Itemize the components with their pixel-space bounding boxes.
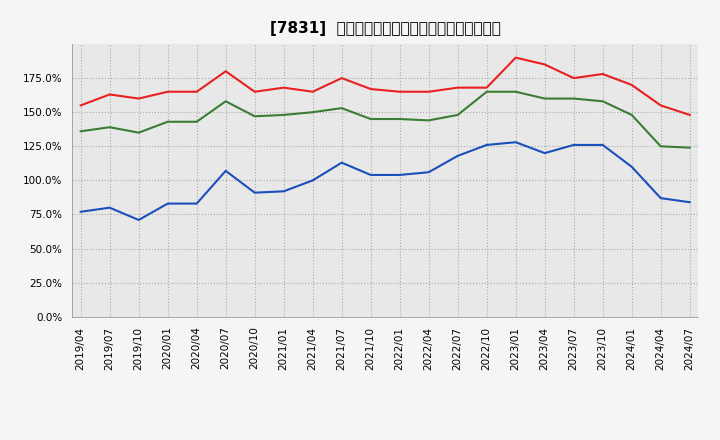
流動比率 bbox=[627, 82, 636, 88]
当座比率 bbox=[251, 114, 259, 119]
流動比率 bbox=[76, 103, 85, 108]
流動比率 bbox=[424, 89, 433, 94]
流動比率 bbox=[570, 76, 578, 81]
当座比率 bbox=[338, 106, 346, 111]
Title: [7831]  流動比率、当座比率、現預金比率の推移: [7831] 流動比率、当座比率、現預金比率の推移 bbox=[270, 21, 500, 36]
流動比率 bbox=[251, 89, 259, 94]
現預金比率 bbox=[570, 142, 578, 147]
現預金比率 bbox=[308, 178, 317, 183]
流動比率 bbox=[598, 71, 607, 77]
現預金比率 bbox=[424, 169, 433, 175]
現預金比率 bbox=[395, 172, 404, 178]
現預金比率 bbox=[76, 209, 85, 214]
現預金比率 bbox=[192, 201, 201, 206]
当座比率 bbox=[570, 96, 578, 101]
当座比率 bbox=[424, 118, 433, 123]
現預金比率 bbox=[657, 195, 665, 201]
当座比率 bbox=[482, 89, 491, 94]
当座比率 bbox=[454, 112, 462, 117]
流動比率 bbox=[308, 89, 317, 94]
現預金比率 bbox=[135, 217, 143, 223]
流動比率 bbox=[366, 86, 375, 92]
現預金比率 bbox=[366, 172, 375, 178]
現預金比率 bbox=[105, 205, 114, 210]
当座比率 bbox=[308, 110, 317, 115]
現預金比率 bbox=[598, 142, 607, 147]
Legend: 流動比率, 当座比率, 現預金比率: 流動比率, 当座比率, 現預金比率 bbox=[251, 438, 521, 440]
流動比率 bbox=[482, 85, 491, 90]
流動比率 bbox=[685, 112, 694, 117]
当座比率 bbox=[163, 119, 172, 125]
流動比率 bbox=[338, 76, 346, 81]
流動比率 bbox=[279, 85, 288, 90]
現預金比率 bbox=[251, 190, 259, 195]
流動比率 bbox=[541, 62, 549, 67]
当座比率 bbox=[279, 112, 288, 117]
現預金比率 bbox=[685, 200, 694, 205]
当座比率 bbox=[511, 89, 520, 94]
現預金比率 bbox=[279, 189, 288, 194]
現預金比率 bbox=[482, 142, 491, 147]
Line: 当座比率: 当座比率 bbox=[81, 92, 690, 148]
現預金比率 bbox=[454, 153, 462, 158]
当座比率 bbox=[366, 116, 375, 121]
流動比率 bbox=[657, 103, 665, 108]
当座比率 bbox=[221, 99, 230, 104]
流動比率 bbox=[221, 69, 230, 74]
当座比率 bbox=[627, 112, 636, 117]
当座比率 bbox=[135, 130, 143, 136]
当座比率 bbox=[192, 119, 201, 125]
現預金比率 bbox=[541, 150, 549, 156]
当座比率 bbox=[657, 143, 665, 149]
当座比率 bbox=[76, 128, 85, 134]
流動比率 bbox=[454, 85, 462, 90]
流動比率 bbox=[511, 55, 520, 60]
現預金比率 bbox=[627, 164, 636, 169]
流動比率 bbox=[192, 89, 201, 94]
流動比率 bbox=[163, 89, 172, 94]
現預金比率 bbox=[221, 168, 230, 173]
流動比率 bbox=[395, 89, 404, 94]
当座比率 bbox=[395, 116, 404, 121]
当座比率 bbox=[105, 125, 114, 130]
流動比率 bbox=[105, 92, 114, 97]
現預金比率 bbox=[163, 201, 172, 206]
当座比率 bbox=[685, 145, 694, 150]
流動比率 bbox=[135, 96, 143, 101]
現預金比率 bbox=[338, 160, 346, 165]
Line: 流動比率: 流動比率 bbox=[81, 58, 690, 115]
当座比率 bbox=[598, 99, 607, 104]
当座比率 bbox=[541, 96, 549, 101]
Line: 現預金比率: 現預金比率 bbox=[81, 142, 690, 220]
現預金比率 bbox=[511, 139, 520, 145]
